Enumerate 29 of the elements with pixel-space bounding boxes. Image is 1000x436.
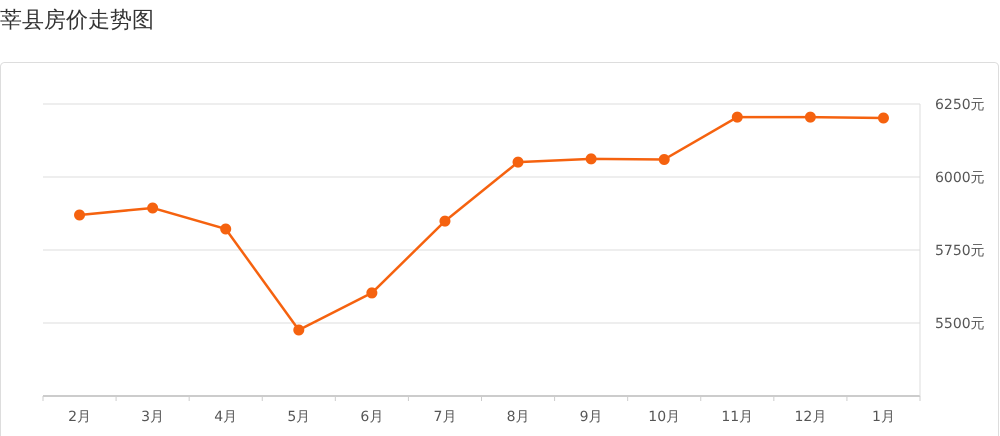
point [658,154,670,165]
point [220,223,232,234]
point [804,112,816,123]
x-tick-label: 12月 [794,409,826,425]
point [147,202,158,214]
x-tick-label: 4月 [214,409,238,425]
point [366,287,378,298]
x-tick-label: 7月 [433,409,456,425]
point [439,216,450,227]
chart-title: 莘县房价走势图 [0,8,154,33]
y-tick-label: 6250元 [935,97,985,113]
point [293,324,304,336]
point [74,209,86,220]
x-tick-label: 1月 [872,409,895,425]
x-tick-label: 10月 [648,409,680,425]
point [878,112,889,124]
point [586,153,597,164]
point [732,112,743,123]
x-tick-label: 6月 [360,409,384,425]
x-tick-label: 8月 [506,409,530,425]
point [512,156,524,168]
x-tick-label: 11月 [721,409,754,425]
x-tick-label: 2月 [68,409,92,425]
x-tick-label: 9月 [580,409,603,425]
x-tick-label: 5月 [287,409,310,425]
y-tick-label: 5750元 [935,243,985,259]
x-tick-label: 3月 [141,409,164,425]
y-tick-label: 6000元 [935,170,985,186]
y-tick-label: 5500元 [935,316,985,332]
